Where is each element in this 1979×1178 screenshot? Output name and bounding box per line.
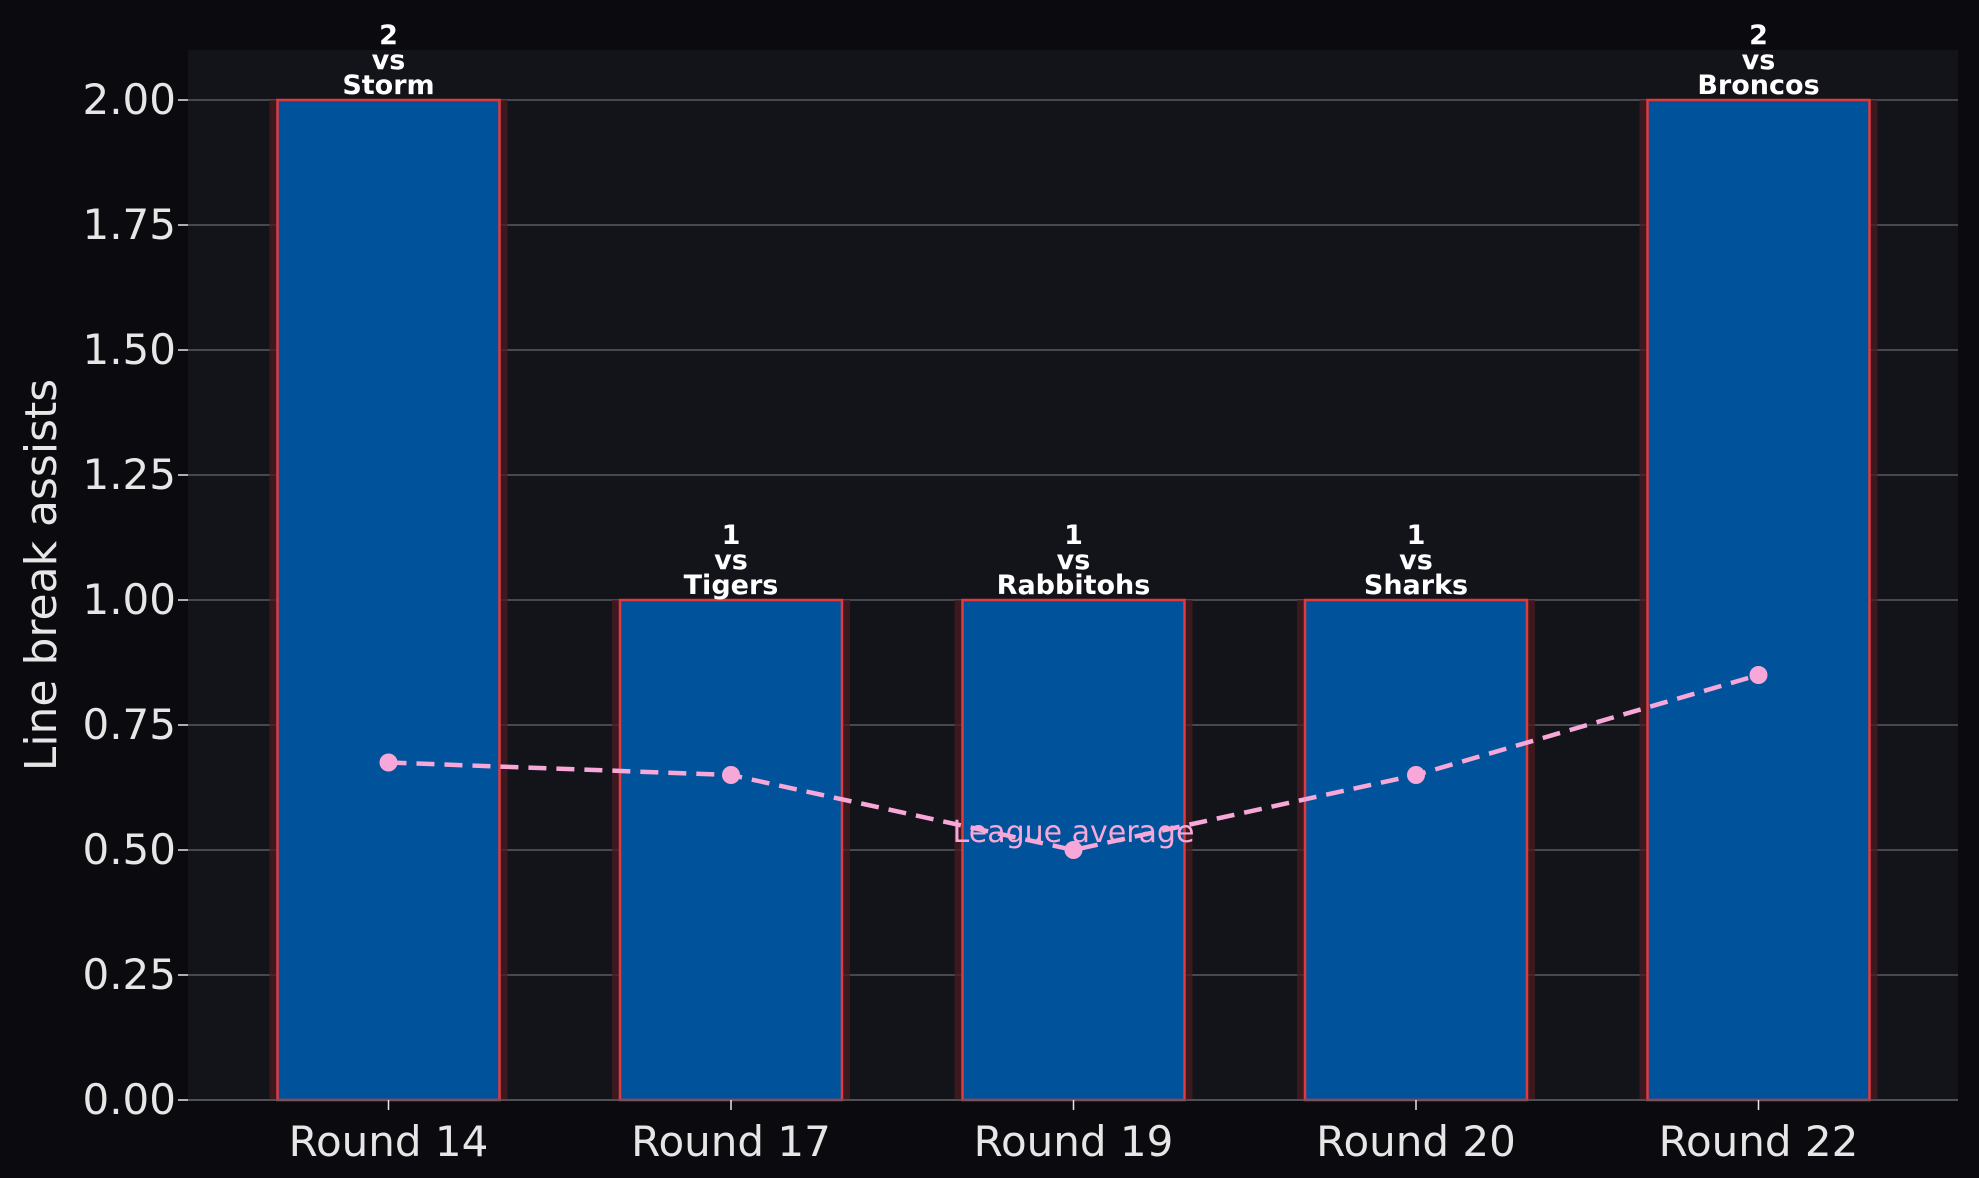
x-axis-ticks: Round 14 Round 17 Round 19 Round 20 Round 22 [188, 1099, 1958, 1166]
y-axis-ticks: 0.00 0.25 0.50 0.75 1.00 1.25 1.50 1.75 2.00 [82, 75, 188, 1124]
bar-labels: 2vsStorm1vsTigers1vsRabbitohs1vsSharks2v… [342, 20, 1819, 601]
league-average-series: League average [379, 666, 1768, 859]
bar-opponent-label: Broncos [1697, 70, 1819, 101]
bar-opponent-label: Rabbitohs [997, 570, 1151, 601]
bar-opponent-label: Tigers [684, 570, 779, 601]
bar-value-label: 1 [1407, 520, 1426, 551]
league-average-label: League average [953, 815, 1195, 850]
y-tick-label: 0.75 [82, 700, 176, 749]
bar [1646, 98, 1871, 1102]
y-tick-label: 1.25 [82, 450, 176, 499]
league-average-point [722, 766, 740, 784]
league-average-line [388, 672, 1760, 853]
league-average-point [1749, 666, 1768, 684]
x-tick-label: Round 19 [974, 1117, 1174, 1166]
x-tick-label: Round 22 [1659, 1117, 1859, 1166]
league-average-point [1064, 841, 1083, 859]
bar-value-label: 2 [1749, 20, 1768, 51]
bar-opponent-label: Storm [342, 70, 434, 101]
bar-value-label: 1 [1064, 520, 1083, 551]
bar [1303, 598, 1529, 1102]
league-average-point [379, 753, 398, 772]
bar-vs-label: vs [1057, 545, 1091, 576]
x-tick-label: Round 17 [631, 1117, 831, 1166]
y-tick-label: 0.50 [82, 825, 176, 874]
y-tick-label: 0.25 [82, 950, 176, 999]
league-average-point [1407, 766, 1425, 784]
y-tick-label: 0.00 [82, 1075, 176, 1124]
bars [269, 98, 1878, 1102]
bar-vs-label: vs [714, 545, 748, 576]
bar-value-label: 1 [722, 520, 741, 551]
y-tick-label: 1.00 [82, 575, 176, 624]
bar-vs-label: vs [1399, 545, 1433, 576]
y-tick-label: 2.00 [82, 75, 176, 124]
x-tick-label: Round 14 [289, 1117, 489, 1166]
bar [618, 598, 844, 1102]
y-tick-label: 1.50 [82, 325, 176, 374]
bar-vs-label: vs [372, 45, 406, 76]
bar-opponent-label: Sharks [1364, 570, 1468, 601]
bar [276, 98, 501, 1102]
bar-vs-label: vs [1742, 45, 1776, 76]
x-tick-label: Round 20 [1316, 1117, 1516, 1166]
bar-value-label: 2 [379, 20, 398, 51]
y-tick-label: 1.75 [82, 200, 176, 249]
y-axis-label: Line break assists [16, 379, 67, 771]
